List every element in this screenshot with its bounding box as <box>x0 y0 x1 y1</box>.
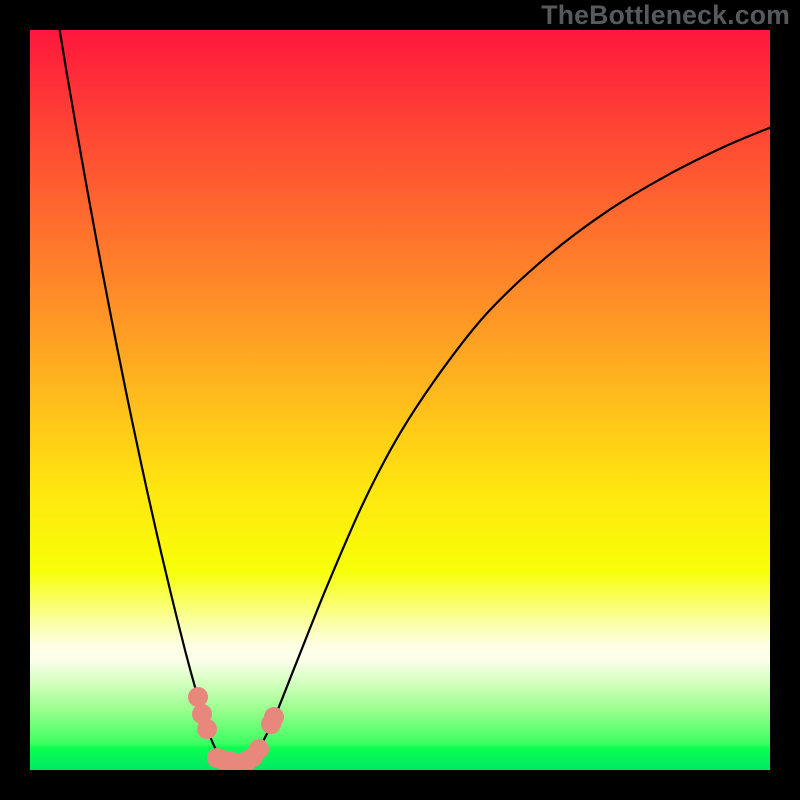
data-marker <box>264 707 284 727</box>
plot-area <box>30 30 770 770</box>
marker-layer <box>30 30 770 770</box>
data-marker <box>249 739 269 759</box>
figure: { "figure": { "type": "line", "canvas_px… <box>0 0 800 800</box>
data-marker <box>197 719 217 739</box>
watermark-text: TheBottleneck.com <box>541 0 790 31</box>
